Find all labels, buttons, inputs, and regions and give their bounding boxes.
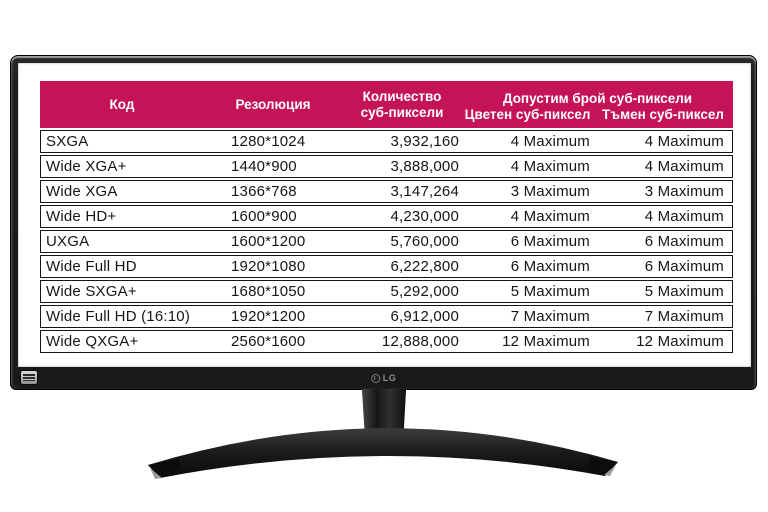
cell-code: Wide XGA+ [46, 158, 127, 175]
cell-code: Wide Full HD [46, 258, 137, 275]
cell-color-subpixel: 4 Maximum [510, 208, 590, 225]
header-allowed-group: Допустим брой суб-пиксели [502, 90, 693, 106]
cell-color-subpixel: 4 Maximum [510, 133, 590, 150]
header-color-subpixel: Цветен суб-пиксел [464, 107, 591, 122]
cell-resolution: 1600*1200 [231, 233, 306, 250]
cell-dark-subpixel: 7 Maximum [644, 308, 724, 325]
lg-face-circle-icon [370, 373, 380, 383]
cell-dark-subpixel: 6 Maximum [644, 258, 724, 275]
cell-dark-subpixel: 5 Maximum [644, 283, 724, 300]
lg-logo-text: LG [382, 373, 397, 383]
cell-dark-subpixel: 12 Maximum [636, 333, 724, 350]
cell-resolution: 1366*768 [231, 183, 297, 200]
cell-code: SXGA [46, 133, 89, 150]
cell-dark-subpixel: 4 Maximum [644, 133, 724, 150]
cell-resolution: 1600*900 [231, 208, 297, 225]
table-row: Wide SXGA+ 1680*1050 5,292,000 5 Maximum… [40, 280, 733, 303]
cell-color-subpixel: 4 Maximum [510, 158, 590, 175]
header-resolution: Резолюция [235, 96, 311, 112]
cell-dark-subpixel: 6 Maximum [644, 233, 724, 250]
table-row: Wide XGA+ 1440*900 3,888,000 4 Maximum 4… [40, 155, 733, 178]
cell-color-subpixel: 7 Maximum [510, 308, 590, 325]
table-row: Wide Full HD (16:10) 1920*1200 6,912,000… [40, 305, 733, 328]
cell-resolution: 1920*1200 [231, 308, 306, 325]
cell-code: Wide SXGA+ [46, 283, 137, 300]
cell-subpixel-count: 3,147,264 [390, 183, 459, 200]
cell-subpixel-count: 5,760,000 [390, 233, 459, 250]
cell-subpixel-count: 6,912,000 [390, 308, 459, 325]
cell-color-subpixel: 12 Maximum [502, 333, 590, 350]
cell-dark-subpixel: 3 Maximum [644, 183, 724, 200]
cell-color-subpixel: 6 Maximum [510, 258, 590, 275]
cell-code: Wide HD+ [46, 208, 117, 225]
table-row: Wide Full HD 1920*1080 6,222,800 6 Maxim… [40, 255, 733, 278]
table-row: Wide HD+ 1600*900 4,230,000 4 Maximum 4 … [40, 205, 733, 228]
cell-code: Wide Full HD (16:10) [46, 308, 191, 325]
header-subpixel-count: Количество суб-пиксели [342, 81, 462, 128]
cell-resolution: 1680*1050 [231, 283, 306, 300]
cell-resolution: 1440*900 [231, 158, 297, 175]
table-row: Wide QXGA+ 2560*1600 12,888,000 12 Maxim… [40, 330, 733, 353]
cell-code: Wide XGA [46, 183, 118, 200]
table-header: Код Резолюция Количество суб-пиксели Доп… [40, 81, 733, 128]
cell-dark-subpixel: 4 Maximum [644, 158, 724, 175]
monitor-bottom-bezel: LG [11, 365, 756, 389]
cell-color-subpixel: 3 Maximum [510, 183, 590, 200]
cell-subpixel-count: 12,888,000 [381, 333, 459, 350]
cell-subpixel-count: 3,888,000 [390, 158, 459, 175]
header-subpixel-count-line2: суб-пиксели [360, 104, 444, 120]
monitor-stand-base [148, 428, 618, 479]
table-row: UXGA 1600*1200 5,760,000 6 Maximum 6 Max… [40, 230, 733, 253]
table-row: SXGA 1280*1024 3,932,160 4 Maximum 4 Max… [40, 130, 733, 153]
cell-resolution: 1920*1080 [231, 258, 306, 275]
monitor-screen: Код Резолюция Количество суб-пиксели Доп… [18, 63, 751, 367]
cell-subpixel-count: 4,230,000 [390, 208, 459, 225]
monitor-bezel: Код Резолюция Количество суб-пиксели Доп… [10, 55, 757, 390]
table-row: Wide XGA 1366*768 3,147,264 3 Maximum 3 … [40, 180, 733, 203]
cell-dark-subpixel: 4 Maximum [644, 208, 724, 225]
cell-code: Wide QXGA+ [46, 333, 139, 350]
header-dark-subpixel: Тъмен суб-пиксел [602, 107, 724, 122]
cell-subpixel-count: 3,932,160 [390, 133, 459, 150]
aspect-ratio-sticker-icon [21, 371, 37, 384]
lg-logo: LG [370, 373, 397, 383]
cell-color-subpixel: 5 Maximum [510, 283, 590, 300]
cell-code: UXGA [46, 233, 90, 250]
cell-resolution: 2560*1600 [231, 333, 306, 350]
header-code: Код [109, 96, 135, 112]
table-body: SXGA 1280*1024 3,932,160 4 Maximum 4 Max… [40, 130, 733, 353]
subpixel-spec-table: Код Резолюция Количество суб-пиксели Доп… [40, 81, 733, 353]
header-subpixel-count-line1: Количество [362, 89, 442, 105]
cell-resolution: 1280*1024 [231, 133, 306, 150]
cell-subpixel-count: 5,292,000 [390, 283, 459, 300]
cell-subpixel-count: 6,222,800 [390, 258, 459, 275]
cell-color-subpixel: 6 Maximum [510, 233, 590, 250]
